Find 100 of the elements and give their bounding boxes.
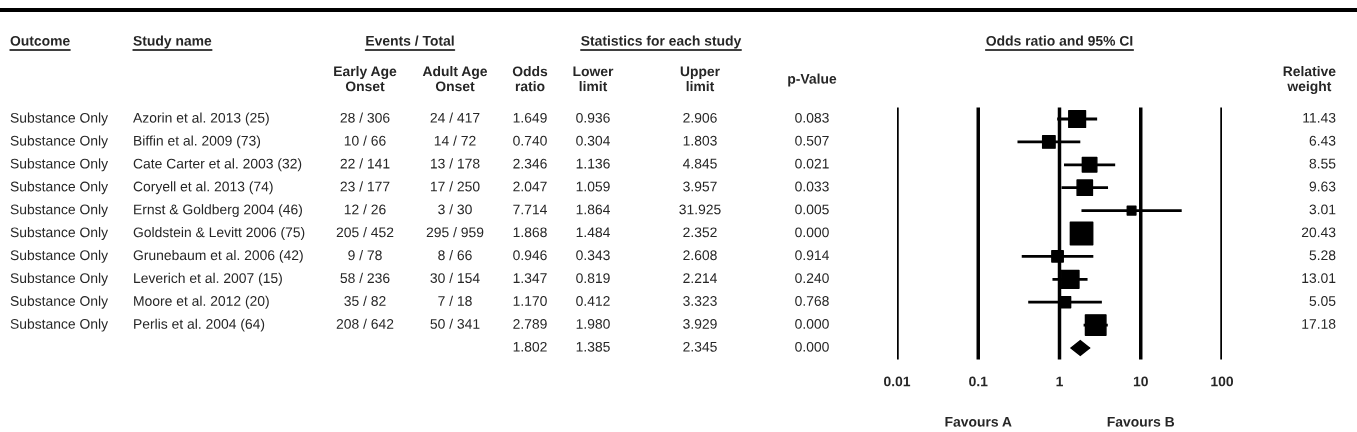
category-label: Study name (133, 35, 212, 49)
text: 3.929 (683, 318, 717, 329)
text: 0.914 (795, 250, 829, 261)
category-label: Upper limit (680, 66, 720, 92)
text: Cate Carter et al. 2003 (32) (133, 158, 302, 172)
text: 0.000 (795, 318, 829, 329)
text: 1.059 (576, 181, 610, 192)
text: Biffin et al. 2009 (73) (134, 135, 261, 149)
text: 2.345 (683, 341, 717, 352)
text: 1.649 (513, 112, 547, 123)
text: 205 / 452 (336, 227, 394, 238)
x-tick-label: 1 (1056, 376, 1063, 387)
text: 5.05 (1309, 296, 1336, 306)
text: Azorin et al. 2013 (25) (133, 112, 269, 126)
text: 14 / 72 (434, 135, 476, 146)
text: Moore et al. 2012 (20) (134, 295, 269, 309)
text: 22 / 141 (340, 158, 390, 169)
text: 8.55 (1309, 158, 1336, 169)
text: Favours A (945, 417, 1012, 427)
text: 20.43 (1301, 227, 1336, 238)
text: 1.864 (576, 204, 610, 215)
text: 0.343 (576, 250, 610, 261)
text: 9 / 78 (348, 249, 382, 261)
text: 0.033 (795, 181, 829, 192)
text: Substance Only (10, 204, 109, 218)
text: Substance Only (10, 181, 109, 195)
text: 1.803 (683, 135, 717, 146)
text: 1.802 (513, 341, 547, 352)
text: 208 / 642 (336, 318, 394, 329)
text: Perlis et al. 2004 (64) (134, 318, 265, 332)
text: 1.170 (513, 296, 547, 306)
text: 1.347 (513, 273, 547, 284)
text: 4.845 (682, 158, 717, 169)
text: 58 / 236 (340, 272, 390, 284)
text: 13.01 (1302, 273, 1336, 284)
category-label: Adult Age Onset (422, 66, 488, 92)
text: 0.083 (795, 112, 829, 123)
text: 1.136 (576, 158, 610, 169)
text: Substance Only (10, 227, 109, 240)
text: 2.214 (683, 273, 717, 283)
text: 295 / 959 (426, 227, 484, 238)
text: Ernst & Goldberg 2004 (46) (134, 204, 302, 218)
text: 0.946 (513, 250, 547, 261)
text: 0.000 (795, 341, 829, 352)
text: 0.936 (576, 112, 610, 123)
category-label: Odds ratio (512, 66, 548, 92)
text: 2.608 (683, 250, 717, 261)
chart-title: Odds ratio and 95% CI (986, 35, 1133, 46)
text: 0.005 (795, 204, 829, 215)
text: 24 / 417 (430, 112, 480, 123)
x-tick-label: 0.1 (969, 376, 988, 387)
x-tick-label: 100 (1211, 376, 1234, 387)
text: 17.18 (1302, 318, 1336, 329)
text: 28 / 306 (340, 112, 390, 123)
text: Substance Only (10, 318, 109, 332)
text: 0.000 (795, 227, 829, 238)
text: Substance Only (10, 112, 109, 126)
text: 9.63 (1309, 181, 1336, 192)
text: 6.43 (1309, 135, 1336, 146)
text: Substance Only (10, 249, 109, 263)
text: 31.925 (679, 204, 721, 215)
text: 23 / 177 (340, 181, 390, 192)
text: 10 / 66 (344, 135, 386, 146)
x-tick-label: 0.01 (884, 376, 911, 387)
text: 0.304 (576, 135, 610, 146)
text: 30 / 154 (430, 272, 480, 284)
text: 3.957 (683, 181, 717, 192)
text: Statistics for each study (581, 35, 742, 49)
text: Substance Only (10, 295, 109, 309)
text: 0.240 (795, 273, 829, 284)
category-label: Early Age Onset (334, 66, 397, 92)
text: 5.28 (1309, 250, 1336, 261)
text: 2.047 (513, 181, 547, 192)
category-label: p-Value (788, 73, 837, 87)
text: 7 / 18 (438, 295, 472, 306)
text: 2.789 (513, 318, 547, 329)
x-tick-label: 10 (1133, 376, 1148, 387)
text: Goldstein & Levitt 2006 (75) (133, 227, 305, 240)
text: Leverich et al. 2007 (15) (134, 272, 282, 286)
text: 7.714 (513, 204, 547, 215)
text: 35 / 82 (344, 295, 386, 306)
text: Events / Total (366, 35, 454, 46)
text: 50 / 341 (430, 318, 480, 329)
text: 2.352 (683, 227, 717, 238)
text: 3 / 30 (438, 204, 472, 215)
text: 0.819 (576, 273, 610, 284)
text: 13 / 178 (430, 158, 480, 169)
text: 0.768 (795, 296, 829, 306)
text: Favours B (1107, 417, 1175, 427)
text: 0.021 (795, 158, 829, 169)
text: 12 / 26 (344, 204, 386, 215)
text: 0.507 (795, 135, 829, 146)
category-label: Relative weight (1283, 66, 1336, 94)
text: 3.01 (1309, 204, 1336, 215)
text: 3.323 (683, 296, 717, 306)
text: 0.412 (576, 296, 610, 306)
text: 2.906 (683, 112, 717, 123)
text: Substance Only (10, 272, 109, 286)
text: 17 / 250 (430, 181, 480, 192)
text: 0.740 (513, 135, 547, 146)
